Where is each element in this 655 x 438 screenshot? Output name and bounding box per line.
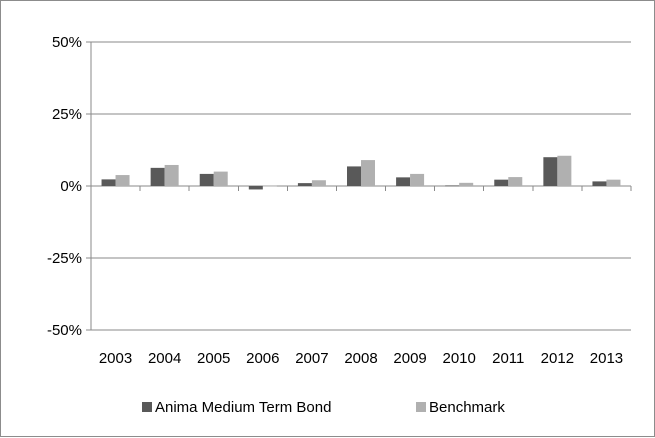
bar-fund-2003 — [101, 179, 116, 186]
bar-benchmark-2009 — [410, 173, 425, 186]
bar-benchmark-2010 — [459, 182, 474, 186]
bar-fund-2008 — [347, 166, 361, 186]
bar-benchmark-2005 — [213, 171, 228, 186]
x-tick-label: 2012 — [541, 350, 574, 367]
y-tick-labels: -50% -25% 0% 25% 50% — [47, 34, 82, 339]
x-tick-label: 2013 — [590, 350, 623, 367]
x-tick-label: 2005 — [197, 350, 230, 367]
bar-benchmark-2012 — [557, 155, 572, 186]
bar-fund-2009 — [396, 177, 411, 186]
y-tick-label: -50% — [47, 322, 82, 339]
bar-benchmark-2007 — [311, 180, 326, 186]
bar-fund-2007 — [297, 183, 312, 186]
bar-fund-2004 — [150, 167, 165, 186]
legend-label-fund: Anima Medium Term Bond — [155, 399, 331, 416]
x-tick-label: 2003 — [99, 350, 132, 367]
legend-swatch-fund — [142, 402, 152, 412]
bar-benchmark-2013 — [606, 179, 621, 186]
x-tick-label: 2007 — [295, 350, 328, 367]
x-tick-label: 2006 — [246, 350, 279, 367]
y-tick-label: 25% — [52, 106, 82, 123]
y-tick-label: 50% — [52, 34, 82, 51]
bar-fund-2005 — [199, 173, 214, 186]
bar-fund-2012 — [543, 157, 558, 186]
x-tick-label: 2010 — [442, 350, 475, 367]
bar-fund-2011 — [494, 179, 509, 186]
bar-fund-2010 — [445, 185, 460, 187]
bar-fund-2006 — [248, 186, 263, 190]
y-tick-label: -25% — [47, 250, 82, 267]
legend-swatch-benchmark — [416, 402, 426, 412]
y-tick-label: 0% — [60, 178, 82, 195]
bar-benchmark-2006 — [262, 185, 277, 187]
bar-benchmark-2011 — [508, 177, 523, 186]
legend: Anima Medium Term Bond Benchmark — [142, 399, 505, 416]
x-tick-label: 2011 — [492, 350, 524, 367]
x-tick-label: 2009 — [393, 350, 426, 367]
x-tick-labels: 2003 2004 2005 2006 2007 2008 2009 2010 2011 2012… — [99, 350, 623, 367]
bar-benchmark-2003 — [115, 175, 130, 186]
x-tick-label: 2008 — [344, 350, 377, 367]
bars — [101, 155, 621, 190]
legend-label-benchmark: Benchmark — [429, 399, 505, 416]
bar-fund-2013 — [592, 181, 607, 186]
bar-benchmark-2004 — [164, 164, 179, 186]
bar-benchmark-2008 — [361, 160, 375, 186]
x-tick-label: 2004 — [148, 350, 181, 367]
